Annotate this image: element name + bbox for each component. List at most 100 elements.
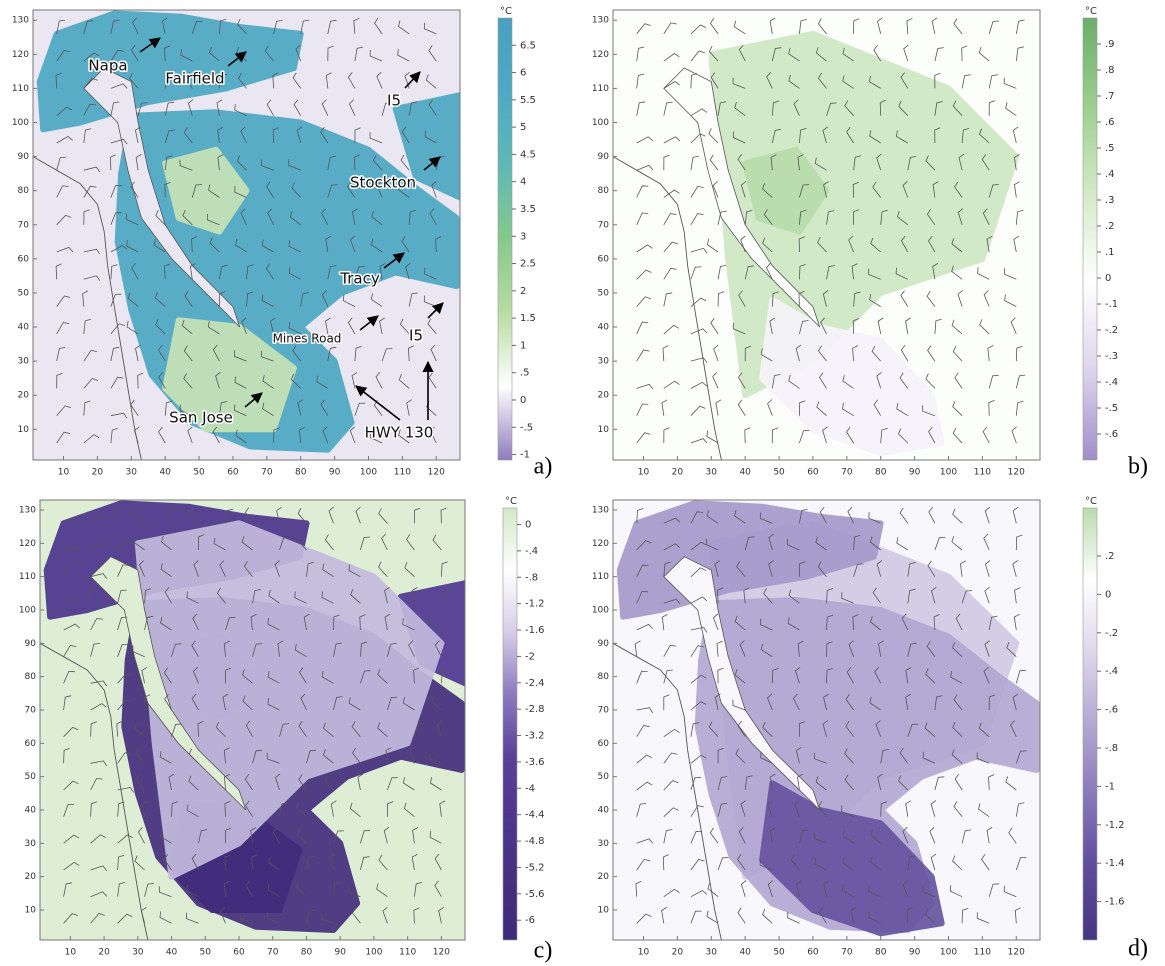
wind-barb bbox=[846, 667, 854, 684]
wind-barb bbox=[197, 534, 205, 551]
wind-barb bbox=[870, 855, 881, 871]
wind-barb bbox=[661, 613, 668, 631]
wind-barb bbox=[737, 907, 746, 924]
colorbar-tick-label: 6 bbox=[520, 68, 526, 79]
wind-barb bbox=[690, 247, 708, 254]
wind-barb bbox=[117, 699, 132, 711]
wind-barb bbox=[267, 698, 280, 711]
wind-barb bbox=[427, 318, 437, 335]
wind-barb bbox=[928, 507, 936, 524]
y-tick-label: 120 bbox=[592, 539, 609, 549]
x-tick-label: 90 bbox=[334, 948, 346, 958]
colorbar-tick-label: -.4 bbox=[1105, 377, 1118, 388]
wind-barb bbox=[279, 537, 290, 551]
x-tick-label: 120 bbox=[428, 468, 445, 478]
wind-barb bbox=[117, 564, 130, 577]
wind-barb bbox=[325, 317, 331, 334]
wind-barb bbox=[799, 400, 806, 416]
wind-barb bbox=[56, 106, 73, 117]
wind-barb bbox=[276, 506, 282, 524]
wind-barb bbox=[184, 290, 193, 307]
wind-barb bbox=[717, 265, 727, 280]
wind-barb bbox=[242, 695, 253, 711]
wind-barb bbox=[267, 618, 280, 631]
wind-barb bbox=[823, 693, 829, 711]
wind-barb bbox=[822, 720, 829, 737]
wind-barb bbox=[267, 884, 280, 898]
wind-barb bbox=[841, 805, 854, 818]
wind-barb bbox=[988, 883, 1000, 897]
wind-barb bbox=[288, 267, 301, 280]
y-tick-label: 80 bbox=[18, 186, 30, 196]
wind-barb bbox=[925, 155, 936, 171]
wind-barb bbox=[306, 749, 317, 764]
wind-barb bbox=[877, 317, 884, 334]
wind-barb bbox=[690, 701, 707, 711]
annotation: I5 bbox=[387, 92, 401, 110]
wind-barb bbox=[245, 880, 253, 897]
colorbar-unit: °C bbox=[1085, 496, 1097, 507]
wind-barb bbox=[872, 181, 882, 198]
map-field bbox=[613, 10, 1040, 460]
wind-barb bbox=[296, 828, 307, 844]
wind-barb bbox=[83, 400, 91, 416]
wind-barb bbox=[192, 666, 199, 684]
x-tick-label: 50 bbox=[773, 948, 785, 958]
x-tick-label: 10 bbox=[65, 948, 77, 958]
wind-barb bbox=[870, 237, 881, 253]
wind-barb bbox=[690, 24, 706, 35]
wind-barb bbox=[56, 295, 71, 307]
y-tick-label: 20 bbox=[598, 872, 610, 882]
wind-barb bbox=[56, 185, 69, 198]
colorbar bbox=[502, 507, 518, 941]
wind-barb bbox=[715, 399, 722, 416]
wind-barb bbox=[110, 212, 122, 225]
wind-barb bbox=[663, 694, 670, 710]
wind-barb bbox=[799, 430, 810, 444]
wind-barb bbox=[842, 829, 854, 844]
wind-barb bbox=[760, 348, 773, 362]
wind-barb bbox=[988, 694, 996, 711]
wind-barb bbox=[690, 776, 701, 791]
wind-barb bbox=[161, 535, 172, 551]
wind-barb bbox=[771, 129, 782, 144]
wind-barb bbox=[1003, 885, 1017, 898]
wind-barb bbox=[235, 239, 247, 253]
wind-barb bbox=[977, 267, 990, 280]
wind-barb bbox=[261, 239, 274, 253]
wind-barb bbox=[429, 831, 442, 844]
wind-barb bbox=[767, 880, 774, 897]
wind-barb bbox=[716, 640, 723, 657]
wind-barb bbox=[988, 100, 996, 116]
wind-barb bbox=[125, 213, 139, 226]
wind-barb bbox=[382, 906, 388, 924]
wind-barb bbox=[83, 77, 98, 89]
x-tick-label: 60 bbox=[227, 468, 239, 478]
wind-barb bbox=[905, 800, 912, 817]
wind-barb bbox=[414, 723, 424, 737]
wind-barb bbox=[186, 912, 199, 924]
wind-barb bbox=[988, 20, 1000, 35]
wind-barb bbox=[852, 345, 859, 362]
y-tick-label: 100 bbox=[592, 606, 609, 616]
wind-barb bbox=[979, 128, 990, 144]
wind-barb bbox=[127, 292, 139, 307]
colorbar-tick-label: .6 bbox=[1105, 117, 1115, 128]
wind-barb bbox=[961, 590, 973, 604]
wind-barb bbox=[737, 854, 746, 871]
wind-barb bbox=[342, 294, 356, 307]
wind-barb bbox=[246, 291, 254, 307]
colorbar-tick-label: -3.2 bbox=[525, 731, 545, 742]
wind-barb bbox=[734, 669, 746, 684]
wind-barb bbox=[930, 853, 937, 871]
wind-barb bbox=[56, 405, 71, 416]
x-tick-label: 120 bbox=[1008, 948, 1025, 958]
wind-barb bbox=[869, 536, 881, 551]
colorbar-tick-label: 0 bbox=[1105, 589, 1111, 600]
wind-barb bbox=[321, 290, 329, 307]
wind-barb bbox=[870, 616, 881, 631]
colorbar-tick-label: -2.8 bbox=[525, 704, 545, 715]
wind-barb bbox=[267, 208, 274, 225]
wind-barb bbox=[164, 587, 172, 604]
wind-barb bbox=[954, 372, 963, 389]
